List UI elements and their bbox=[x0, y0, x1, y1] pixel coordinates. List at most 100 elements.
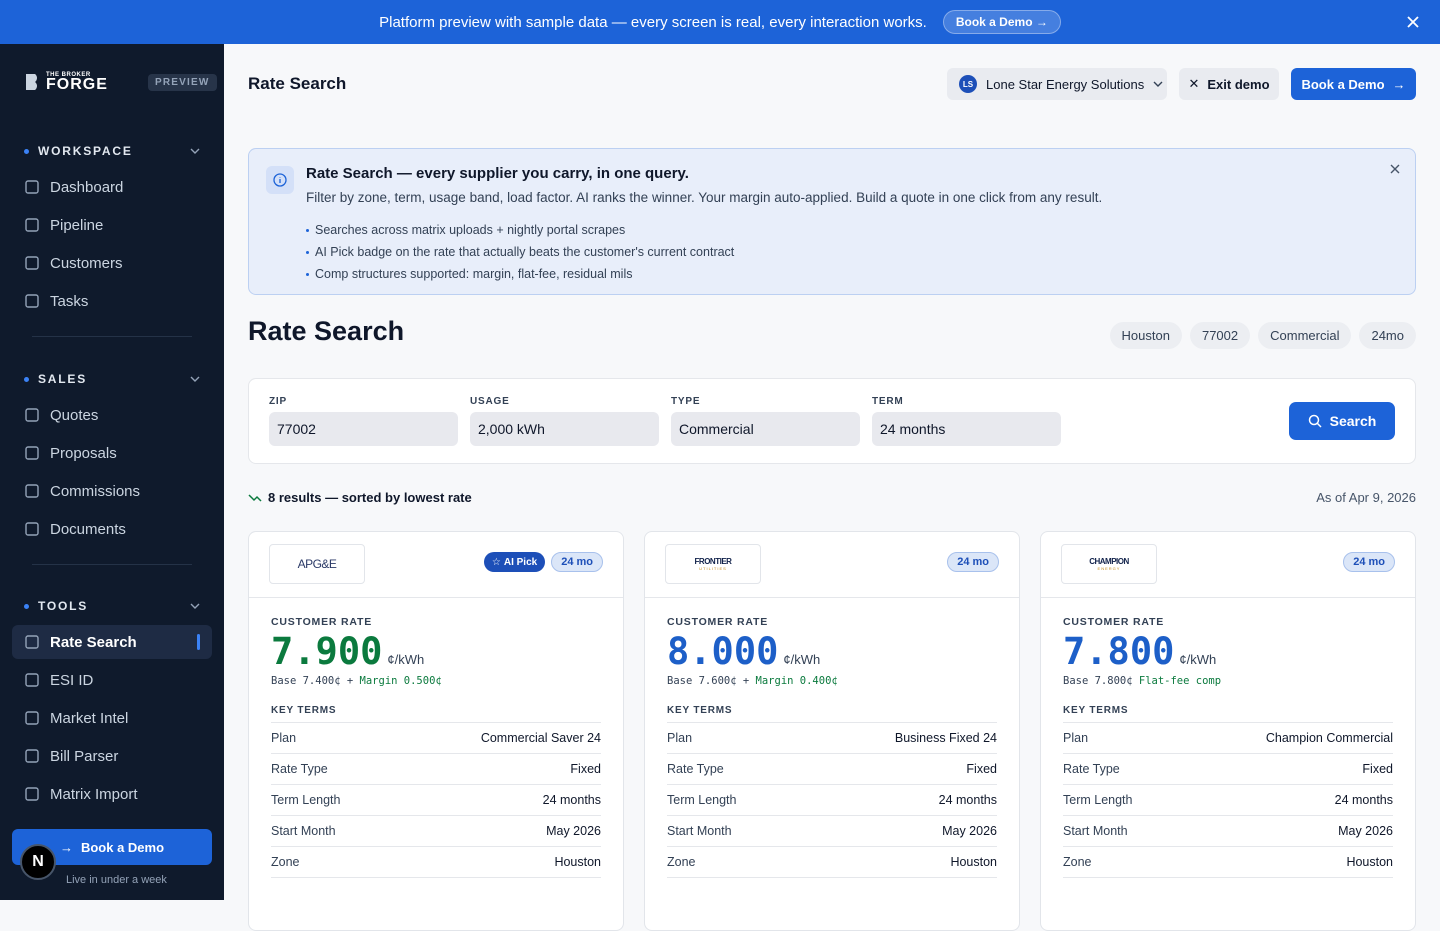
term-row: Rate Type Fixed bbox=[667, 754, 997, 785]
nav-item[interactable]: ESI ID bbox=[12, 663, 212, 697]
logo-text: CHAMPION bbox=[1089, 557, 1129, 566]
brand-mark bbox=[26, 74, 37, 90]
term-row: Start Month May 2026 bbox=[667, 816, 997, 847]
term-value: 24 months bbox=[938, 793, 997, 807]
plus: + bbox=[346, 675, 354, 687]
term-row: Rate Type Fixed bbox=[271, 754, 601, 785]
header-cta-label: Book a Demo bbox=[1301, 76, 1385, 92]
rate-unit: ¢/kWh bbox=[1179, 652, 1217, 667]
term-label: Start Month bbox=[1063, 824, 1128, 838]
rate-card[interactable]: APG&E ☆ AI Pick 24 mo CUSTOMER RATE 7.900 ¢/k… bbox=[248, 531, 624, 931]
rate-card[interactable]: CHAMPION ENERGY 24 mo CUSTOMER RATE 7.800 ¢/k… bbox=[1040, 531, 1416, 931]
nav-item[interactable]: Dashboard bbox=[12, 170, 212, 204]
term-label: Zone bbox=[1063, 855, 1092, 869]
term-label: Zone bbox=[667, 855, 696, 869]
nav-section: SALES Quotes Proposals Commissions Documents bbox=[12, 364, 212, 546]
term-value: 24 months bbox=[542, 793, 601, 807]
banner: Platform preview with sample data — ever… bbox=[0, 0, 1440, 44]
sidebar-cta-label: Book a Demo bbox=[80, 839, 165, 855]
filter-chips: Houston 77002 Commercial 24mo bbox=[1109, 322, 1416, 349]
nav-item[interactable]: Market Intel bbox=[12, 701, 212, 735]
supplier-logo: FRONTIER UTILITIES bbox=[665, 544, 761, 584]
info-bullet: Searches across matrix uploads + nightly… bbox=[306, 219, 734, 241]
nav-item[interactable]: Documents bbox=[12, 512, 212, 546]
info-close[interactable] bbox=[1389, 163, 1401, 175]
term-label: Start Month bbox=[667, 824, 732, 838]
rate-value: 7.800 bbox=[1063, 630, 1175, 673]
term-label: Rate Type bbox=[271, 762, 328, 776]
nav-item-label: Bill Parser bbox=[50, 747, 119, 765]
rate-card[interactable]: FRONTIER UTILITIES 24 mo CUSTOMER RATE 8.000… bbox=[644, 531, 1020, 931]
term-value: Fixed bbox=[1362, 762, 1393, 776]
search-button[interactable]: Search bbox=[1289, 402, 1395, 440]
nav-item[interactable]: Proposals bbox=[12, 436, 212, 470]
nav-item[interactable]: Bill Parser bbox=[12, 739, 212, 773]
rate-breakdown: Base 7.400¢ + Margin 0.500¢ bbox=[271, 675, 601, 687]
filter-chip[interactable]: Commercial bbox=[1258, 322, 1352, 349]
nav-item[interactable]: Quotes bbox=[12, 398, 212, 432]
nav-item-label: Customers bbox=[50, 254, 123, 272]
nav-section-header[interactable]: SALES bbox=[12, 364, 212, 394]
info-text: Filter by zone, term, usage band, load f… bbox=[306, 190, 1103, 205]
field-input[interactable]: 24 months bbox=[872, 412, 1061, 446]
field-label: TYPE bbox=[671, 396, 701, 407]
brand: THE BROKER FORGE bbox=[24, 72, 108, 93]
exit-demo[interactable]: ✕ Exit demo bbox=[1179, 68, 1279, 100]
term-value: Fixed bbox=[570, 762, 601, 776]
nav-item[interactable]: Matrix Import bbox=[12, 777, 212, 811]
term-row: Zone Houston bbox=[667, 847, 997, 878]
account-switcher[interactable]: LS Lone Star Energy Solutions bbox=[947, 68, 1167, 100]
nav-section-header[interactable]: TOOLS bbox=[12, 591, 212, 621]
field-input[interactable]: 77002 bbox=[269, 412, 458, 446]
nav-item[interactable]: Customers bbox=[12, 246, 212, 280]
logo-subtext: ENERGY bbox=[1097, 566, 1121, 571]
key-terms-title: KEY TERMS bbox=[667, 705, 997, 723]
banner-close[interactable] bbox=[1404, 13, 1422, 31]
nav-item[interactable]: Pipeline bbox=[12, 208, 212, 242]
nav-item-label: Pipeline bbox=[50, 216, 104, 234]
page-title: Rate Search bbox=[248, 316, 405, 346]
field-input[interactable]: 2,000 kWh bbox=[470, 412, 659, 446]
avatar[interactable]: N bbox=[20, 844, 56, 880]
nav-section-title: TOOLS bbox=[38, 599, 89, 613]
term-value: Houston bbox=[554, 855, 601, 869]
ai-pick-badge: ☆ AI Pick bbox=[483, 552, 546, 572]
base-rate: Base 7.600¢ bbox=[667, 675, 737, 687]
key-terms-title: KEY TERMS bbox=[1063, 705, 1393, 723]
nav-item[interactable]: Commissions bbox=[12, 474, 212, 508]
exit-label: Exit demo bbox=[1207, 76, 1270, 92]
term-label: Rate Type bbox=[1063, 762, 1120, 776]
term-row: Term Length 24 months bbox=[271, 785, 601, 816]
page: Rate Search { "banner": {"text": "Platfo… bbox=[0, 0, 1440, 900]
filter-chip[interactable]: 24mo bbox=[1359, 322, 1416, 349]
ai-pick-label: AI Pick bbox=[503, 556, 538, 568]
banner-cta[interactable]: Book a Demo → bbox=[942, 10, 1061, 34]
header-cta[interactable]: Book a Demo → bbox=[1291, 68, 1416, 100]
term-badge: 24 mo bbox=[947, 552, 999, 572]
info-title: Rate Search — every supplier you carry, … bbox=[306, 165, 689, 182]
search-label: Search bbox=[1329, 413, 1377, 429]
card-body: CUSTOMER RATE 7.800 ¢/kWh Base 7.800¢ Flat-… bbox=[1041, 598, 1415, 878]
nav-item[interactable]: Tasks bbox=[12, 284, 212, 318]
nav-item-label: Tasks bbox=[50, 292, 89, 310]
term-label: Zone bbox=[271, 855, 300, 869]
filter-chip[interactable]: 77002 bbox=[1189, 322, 1251, 349]
rate: 7.900 ¢/kWh bbox=[271, 630, 601, 673]
filter-chip[interactable]: Houston bbox=[1109, 322, 1182, 349]
nav-section-title: WORKSPACE bbox=[38, 144, 133, 158]
nav-item-label: Matrix Import bbox=[50, 785, 138, 803]
search-form: Search ZIP 77002 USAGE 2,000 kWh TYPE Commerc… bbox=[248, 378, 1416, 464]
divider bbox=[32, 564, 192, 565]
term-row: Zone Houston bbox=[271, 847, 601, 878]
preview-badge: PREVIEW bbox=[148, 74, 217, 91]
body: Platform preview with sample data — ever… bbox=[0, 0, 1440, 900]
field-input[interactable]: Commercial bbox=[671, 412, 860, 446]
nav-item-label: Quotes bbox=[50, 406, 99, 424]
rate-value: 7.900 bbox=[271, 630, 383, 673]
header-title: Rate Search bbox=[248, 74, 347, 93]
term-badge: 24 mo bbox=[551, 552, 603, 572]
nav-section-header[interactable]: WORKSPACE bbox=[12, 136, 212, 166]
info-bullets: Searches across matrix uploads + nightly… bbox=[306, 219, 734, 285]
nav-item-label: Documents bbox=[50, 520, 126, 538]
nav-item[interactable]: Rate Search bbox=[12, 625, 212, 659]
